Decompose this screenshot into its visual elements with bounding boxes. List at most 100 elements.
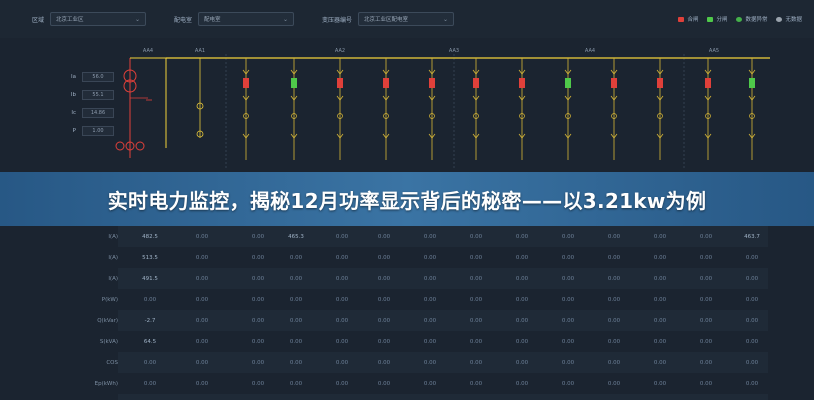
arrow-down-icon [748, 133, 756, 139]
table-cell: 0.00 [699, 275, 713, 282]
table-cell: 0.00 [377, 275, 391, 282]
table-cell: 0.00 [423, 338, 437, 345]
param-value: 1.00 [82, 126, 114, 136]
table-cell: 0.00 [143, 380, 157, 387]
table-cell: 0.00 [423, 254, 437, 261]
table-cell: 0.00 [653, 275, 667, 282]
table-cell: 0.00 [143, 296, 157, 303]
table-cell: 0.00 [607, 254, 621, 261]
breaker-icon [705, 78, 711, 88]
arrow-down-icon [610, 95, 618, 101]
table-cell: 0.00 [745, 296, 759, 303]
bus-section-label: AA4 [143, 48, 153, 54]
table-cell: 0.00 [699, 359, 713, 366]
table-cell: 0.00 [745, 254, 759, 261]
table-cell: 0.00 [423, 233, 437, 240]
measurement-table: I(A) 482.5 0.00 0.00 465.3 0.00 0.00 0.00 0.00 0.… [0, 226, 814, 400]
arrow-down-icon [428, 69, 436, 75]
param-value: 56.0 [82, 72, 114, 82]
table-cell: 0.00 [653, 233, 667, 240]
table-cell: 0.00 [469, 359, 483, 366]
table-cell: 0.00 [469, 338, 483, 345]
table-cell: 0.00 [607, 380, 621, 387]
arrow-down-icon [610, 69, 618, 75]
breaker-icon [429, 78, 435, 88]
status-legend: 合闸 分闸 数据异常 无数据 [678, 15, 802, 23]
table-cell: 0.00 [653, 338, 667, 345]
breaker-icon [611, 78, 617, 88]
arrow-down-icon [472, 133, 480, 139]
table-cell: 0.00 [195, 338, 209, 345]
table-row: COS 0.00 0.00 0.00 0.00 0.00 0.00 0.00 0.00 0.00 0… [0, 352, 814, 373]
param-key: Ib [70, 92, 76, 98]
row-label: S(kVA) [99, 338, 118, 345]
table-cell: 0.00 [423, 380, 437, 387]
table-cell: 491.5 [142, 275, 158, 282]
table-cell: 0.00 [289, 254, 303, 261]
table-cell: 0.00 [377, 317, 391, 324]
ct-icon [705, 113, 711, 119]
room-select[interactable]: 配电室 ⌄ [198, 12, 295, 26]
abnormal-swatch-icon [736, 16, 743, 22]
table-background [118, 226, 768, 400]
table-cell: 0.00 [699, 296, 713, 303]
arrow-down-icon [382, 133, 390, 139]
bus-section-label: AA4 [585, 48, 595, 54]
ct-icon [337, 113, 343, 119]
table-cell: 0.00 [289, 275, 303, 282]
diagram-canvas: AA4 AA1 AA2 AA3 AA4 AA5 [115, 48, 770, 168]
indicator-icon [196, 130, 204, 138]
arrow-down-icon [704, 69, 712, 75]
ct-icon [383, 113, 389, 119]
ct-icon [125, 141, 135, 151]
table-cell: 465.3 [288, 233, 304, 240]
table-cell: 0.00 [377, 296, 391, 303]
transformer-select[interactable]: 北京工业区配电室 ⌄ [358, 12, 455, 26]
breaker-icon [519, 78, 525, 88]
param-row: Ia 56.0 [64, 68, 122, 86]
table-cell: 0.00 [515, 296, 529, 303]
table-cell: 0.00 [607, 233, 621, 240]
table-cell: 0.00 [607, 317, 621, 324]
table-cell: 0.00 [469, 275, 483, 282]
param-row: P 1.00 [64, 122, 122, 140]
table-cell: 0.00 [561, 380, 575, 387]
lamp-icon [196, 102, 204, 110]
table-cell: 0.00 [289, 359, 303, 366]
legend-label: 无数据 [785, 17, 802, 23]
table-row: Ep(kWh) 0.00 0.00 0.00 0.00 0.00 0.00 0.00 0.00 0… [0, 373, 814, 394]
area-select[interactable]: 北京工业区 ⌄ [50, 12, 147, 26]
table-cell: 0.00 [335, 296, 349, 303]
ct-icon [243, 113, 249, 119]
table-cell: 0.00 [745, 359, 759, 366]
arrow-down-icon [242, 133, 250, 139]
table-cell: 0.00 [377, 380, 391, 387]
legend-item-open: 分闸 [707, 15, 727, 23]
breaker-icon [291, 78, 297, 88]
table-cell: 0.00 [335, 233, 349, 240]
table-cell: -2.7 [144, 317, 156, 324]
row-label: I(A) [108, 275, 118, 282]
table-cell: 0.00 [251, 233, 265, 240]
table-cell: 0.00 [289, 296, 303, 303]
nodata-swatch-icon [776, 16, 783, 22]
arrow-down-icon [704, 95, 712, 101]
table-cell: 0.00 [653, 254, 667, 261]
table-cell: 0.00 [195, 254, 209, 261]
table-cell: 0.00 [607, 359, 621, 366]
table-cell: 0.00 [251, 275, 265, 282]
table-cell: 0.00 [561, 233, 575, 240]
table-cell: 0.00 [423, 296, 437, 303]
ct-icon [135, 141, 145, 151]
table-cell: 0.00 [335, 317, 349, 324]
banner-title: 实时电力监控，揭秘12月功率显示背后的秘密——以3.21kw为例 [107, 188, 707, 213]
row-label: Ep(kWh) [94, 380, 118, 387]
breaker-icon [657, 78, 663, 88]
table-cell: 0.00 [251, 338, 265, 345]
bus-section-label: AA5 [709, 48, 719, 54]
param-value: 14.86 [82, 108, 114, 118]
ct-icon [519, 113, 525, 119]
legend-item-nodata: 无数据 [776, 15, 802, 23]
ct-icon [429, 113, 435, 119]
breaker-icon [383, 78, 389, 88]
